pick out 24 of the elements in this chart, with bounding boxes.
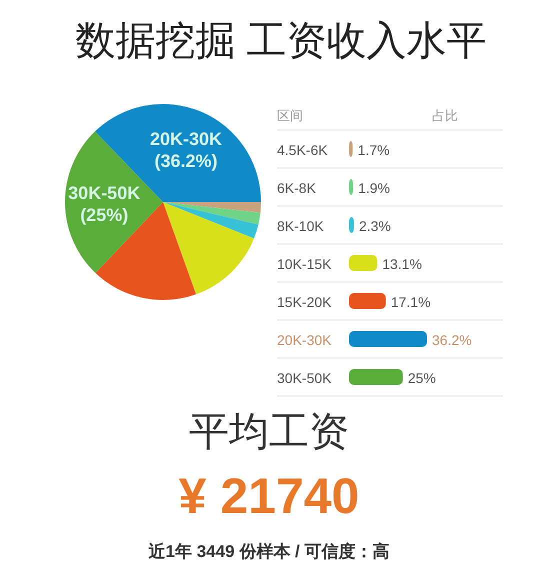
x-axis-title: 占比 <box>432 108 458 123</box>
data-label: 36.2% <box>432 332 472 348</box>
text: 近1年 3449 份样本 / 可信度：高 <box>148 542 390 561</box>
y-tick-label: 4.5K-6K <box>277 142 328 158</box>
data-label: (36.2%) <box>154 150 218 171</box>
data-label: 1.7% <box>358 142 390 158</box>
text: 平均工资 <box>189 410 349 454</box>
data-label: (25%) <box>80 205 128 226</box>
y-tick-label: 6K-8K <box>277 180 317 196</box>
y-tick-label: 20K-30K <box>277 332 332 348</box>
data-label: 17.1% <box>390 294 431 310</box>
y-tick-label: 15K-20K <box>277 294 332 310</box>
y-tick-label: 10K-15K <box>277 256 332 272</box>
data-label: 2.3% <box>358 218 391 234</box>
chart-title: 数据挖掘 工资收入水平 <box>75 19 487 63</box>
y-axis-title: 区间 <box>277 108 303 123</box>
text: ¥ 21740 <box>178 468 360 524</box>
data-label: 13.1% <box>382 256 422 272</box>
data-label: 1.9% <box>358 180 390 196</box>
slice-label: 20K-30K <box>150 128 222 149</box>
data-label: 25% <box>408 370 436 386</box>
y-tick-label: 30K-50K <box>277 370 332 386</box>
y-tick-label: 8K-10K <box>277 218 324 234</box>
slice-label: 30K-50K <box>68 183 140 204</box>
